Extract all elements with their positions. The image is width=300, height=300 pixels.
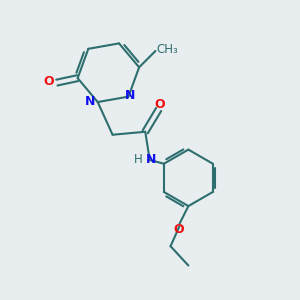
Text: N: N <box>85 95 95 108</box>
Text: O: O <box>155 98 165 111</box>
Text: N: N <box>146 153 156 166</box>
Text: O: O <box>173 224 184 236</box>
Text: O: O <box>43 75 54 88</box>
Text: N: N <box>125 88 135 102</box>
Text: CH₃: CH₃ <box>156 43 178 56</box>
Text: H: H <box>134 153 143 166</box>
